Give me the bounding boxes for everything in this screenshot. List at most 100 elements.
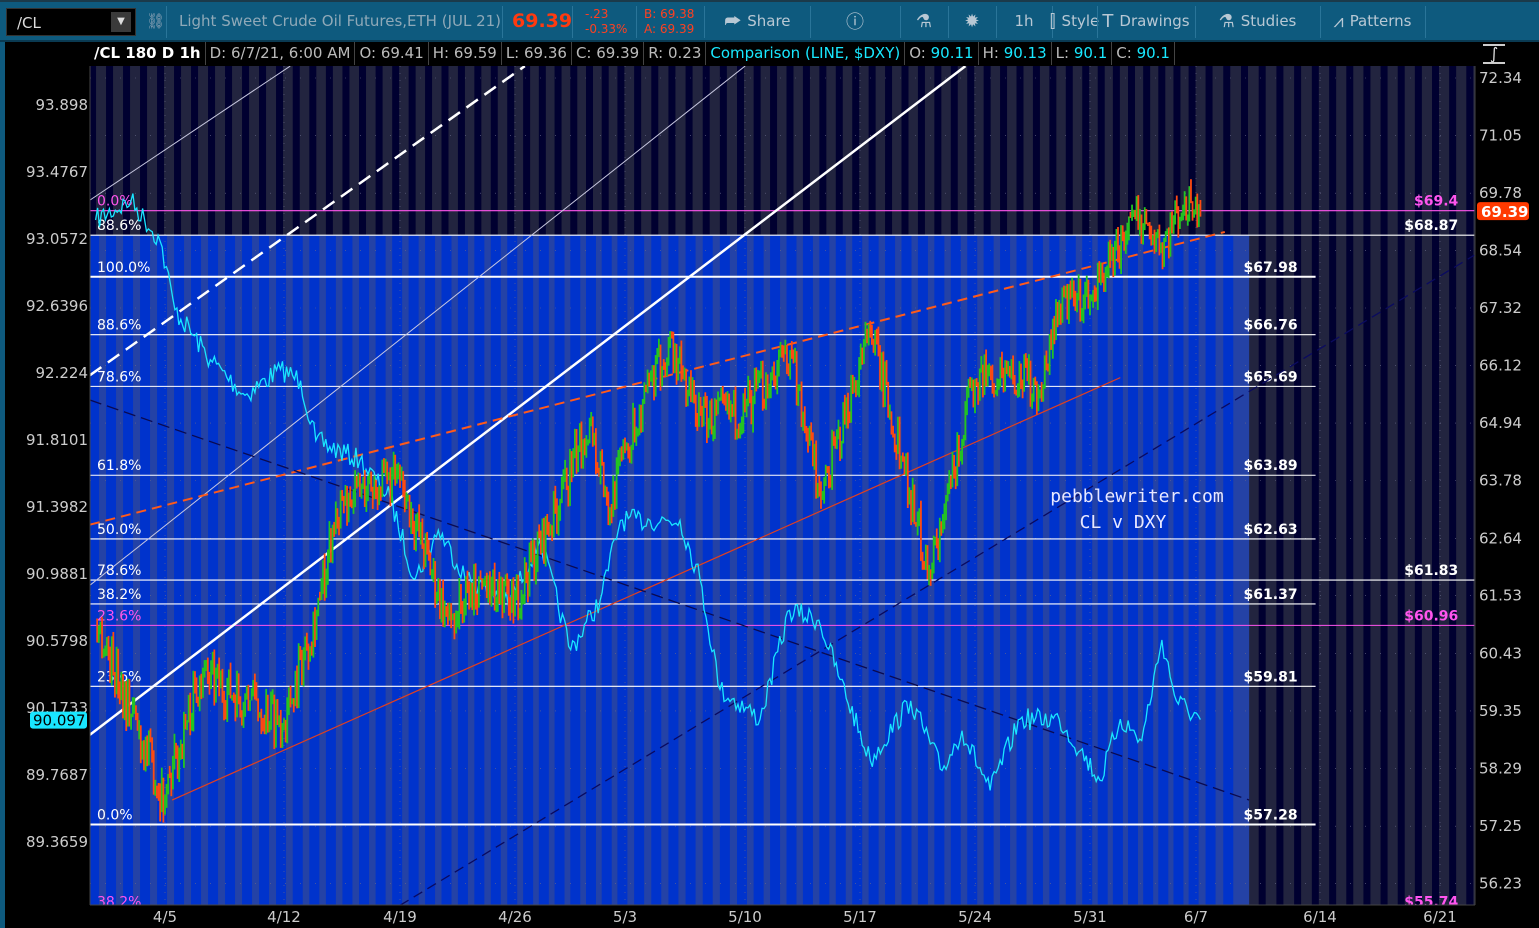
symbol-value: /CL	[17, 14, 41, 32]
left-axis-tick: 93.4767	[26, 163, 88, 181]
session-stripe	[1016, 66, 1024, 905]
session-stripe	[342, 66, 350, 905]
session-stripe	[554, 66, 562, 905]
session-stripe	[934, 66, 942, 905]
session-stripe-blue	[634, 235, 645, 905]
button-label: Style	[1061, 12, 1100, 30]
bar-date: D: 6/7/21, 6:00 AM	[206, 42, 356, 65]
session-stripe-blue	[1205, 235, 1216, 905]
session-stripe	[1158, 66, 1166, 905]
x-axis-tick: 5/3	[613, 908, 637, 926]
drawings-button[interactable]: T Drawings	[1097, 2, 1195, 40]
plot-background	[90, 66, 1475, 905]
cmp-high: 90.13	[1003, 44, 1047, 62]
cmp-high-label: H:	[982, 44, 999, 62]
symbol-input[interactable]: /CL ▼	[6, 8, 136, 36]
session-stripe-blue	[538, 235, 549, 905]
session-stripe-blue	[737, 235, 747, 905]
session-stripe	[425, 66, 433, 905]
share-button[interactable]: ⮫ Share	[705, 2, 810, 40]
session-stripe	[737, 66, 744, 905]
session-stripe-blue	[753, 235, 764, 905]
right-axis-tick: 63.78	[1479, 472, 1522, 490]
session-stripe-blue	[617, 235, 628, 905]
gear-button[interactable]: ✹	[948, 2, 996, 40]
patterns-button[interactable]: ⩘ Patterns	[1320, 2, 1425, 40]
session-stripe	[457, 66, 465, 905]
session-stripe-blue	[554, 235, 565, 905]
session-stripe	[802, 66, 810, 905]
left-axis-tick: 92.6396	[26, 297, 88, 315]
session-stripe-blue	[441, 235, 452, 905]
session-stripe-blue	[934, 235, 945, 905]
info-button[interactable]: ⓘ	[810, 2, 900, 40]
session-stripe-blue	[507, 235, 518, 905]
fib-pct-label: 38.2%	[97, 895, 141, 911]
comparison-label[interactable]: Comparison (LINE, $DXY)	[706, 42, 906, 65]
session-stripe	[523, 66, 531, 905]
session-stripe-blue	[770, 235, 781, 905]
session-stripe-blue	[1016, 235, 1027, 905]
session-stripe	[359, 66, 367, 905]
right-axis-tick: 57.25	[1479, 817, 1522, 835]
fib-pct-label: 88.6%	[97, 318, 141, 334]
session-stripe	[1065, 66, 1073, 905]
fib-pct-label: 23.6%	[97, 669, 141, 685]
fib-pct-label: 23.6%	[97, 608, 141, 624]
right-axis-tick: 67.32	[1479, 299, 1522, 317]
style-button[interactable]: ⫿ Style	[1050, 2, 1100, 40]
right-axis-tick: 61.53	[1479, 587, 1522, 605]
session-stripe-blue	[1158, 235, 1169, 905]
session-stripe	[917, 66, 925, 905]
session-stripe	[474, 66, 482, 905]
session-stripe-blue	[685, 235, 696, 905]
session-stripe-blue	[1082, 235, 1093, 905]
session-stripe-blue	[106, 235, 117, 905]
studies-button[interactable]: ⚗ Studies	[1195, 2, 1320, 40]
session-stripe	[106, 66, 114, 905]
session-stripe-blue	[375, 235, 386, 905]
right-axis-tick: 58.29	[1479, 760, 1522, 778]
session-stripe	[1205, 66, 1213, 905]
session-stripe	[1397, 66, 1405, 905]
left-axis-tick: 90.9881	[26, 565, 88, 583]
session-stripe-blue	[1097, 235, 1108, 905]
session-stripe-blue	[885, 235, 896, 905]
fib-price-label: $66.76	[1244, 318, 1298, 334]
session-stripe	[1276, 66, 1284, 905]
trendline	[90, 399, 1250, 801]
scale-toggle-icon[interactable]: ∫	[1483, 44, 1505, 64]
fib-price-label: $63.89	[1244, 458, 1298, 474]
session-stripe	[276, 66, 284, 905]
session-stripe-blue	[1188, 235, 1199, 905]
session-stripe-blue	[917, 235, 928, 905]
session-stripe	[1032, 66, 1040, 905]
left-axis-tick: 93.0572	[26, 230, 88, 248]
fib-pct-label: 38.2%	[97, 587, 141, 603]
session-stripe-blue	[702, 235, 713, 905]
bar-low: L: 69.36	[502, 42, 572, 65]
session-stripe	[770, 66, 778, 905]
right-axis-tick: 64.94	[1479, 414, 1522, 432]
chevron-down-icon[interactable]: ▼	[111, 12, 131, 32]
session-stripe	[585, 66, 593, 905]
session-stripe-blue	[325, 235, 336, 905]
net-change-pct: -0.33%	[585, 22, 628, 36]
session-stripe-blue	[191, 235, 202, 905]
session-stripe-blue	[157, 235, 168, 905]
session-stripe-blue	[1223, 235, 1234, 905]
link-icon[interactable]: ⛓	[146, 12, 166, 30]
trendline	[90, 66, 291, 201]
flask-button[interactable]: ⚗	[900, 2, 948, 40]
session-stripe	[507, 66, 515, 905]
right-axis-tick: 72.34	[1479, 69, 1522, 87]
trendline	[90, 66, 746, 586]
session-stripe-blue	[90, 235, 100, 905]
1h-button[interactable]: 1h	[996, 2, 1052, 40]
cmp-close-label: C:	[1116, 44, 1132, 62]
bar-open: O: 69.41	[355, 42, 429, 65]
session-stripe	[1483, 66, 1490, 905]
left-axis-tick: 92.224	[36, 364, 89, 382]
x-axis-tick: 6/14	[1303, 908, 1337, 926]
